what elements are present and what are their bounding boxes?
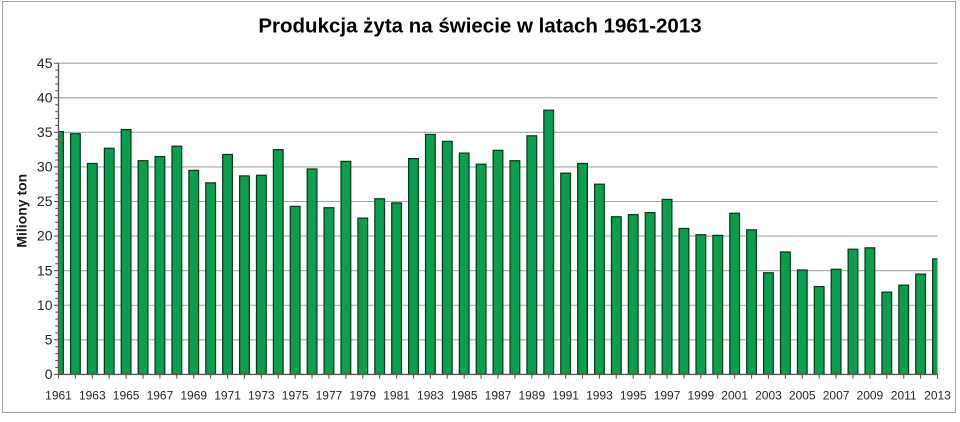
svg-text:2001: 2001 [721, 389, 748, 403]
svg-text:35: 35 [37, 124, 53, 140]
svg-text:Produkcja żyta na świecie w la: Produkcja żyta na świecie w latach 1961-… [258, 15, 701, 38]
svg-text:1999: 1999 [687, 389, 714, 403]
svg-text:1961: 1961 [45, 389, 72, 403]
svg-text:1975: 1975 [282, 389, 309, 403]
svg-text:10: 10 [37, 297, 53, 313]
svg-text:1967: 1967 [147, 389, 174, 403]
svg-text:2011: 2011 [891, 389, 917, 403]
svg-text:2007: 2007 [823, 389, 850, 403]
svg-text:40: 40 [37, 89, 53, 105]
svg-text:1981: 1981 [383, 389, 410, 403]
svg-text:1969: 1969 [180, 389, 207, 403]
svg-text:1983: 1983 [417, 389, 444, 403]
svg-text:1997: 1997 [654, 389, 681, 403]
svg-text:1993: 1993 [586, 389, 613, 403]
svg-text:5: 5 [45, 331, 53, 347]
svg-text:1989: 1989 [518, 389, 545, 403]
svg-text:25: 25 [37, 193, 53, 209]
svg-text:2005: 2005 [789, 389, 816, 403]
svg-text:1965: 1965 [113, 389, 140, 403]
svg-text:0: 0 [45, 366, 53, 382]
svg-text:1977: 1977 [316, 389, 343, 403]
svg-text:15: 15 [37, 262, 53, 278]
svg-text:1971: 1971 [214, 389, 241, 403]
svg-text:2013: 2013 [924, 389, 951, 403]
svg-text:1973: 1973 [248, 389, 275, 403]
svg-text:1985: 1985 [451, 389, 478, 403]
svg-text:1963: 1963 [79, 389, 106, 403]
svg-text:45: 45 [37, 55, 53, 71]
svg-text:1995: 1995 [620, 389, 647, 403]
svg-text:1979: 1979 [349, 389, 376, 403]
svg-text:2003: 2003 [755, 389, 782, 403]
svg-text:30: 30 [37, 159, 53, 175]
svg-text:2009: 2009 [857, 389, 884, 403]
svg-text:1991: 1991 [552, 389, 579, 403]
svg-text:Miliony ton: Miliony ton [13, 174, 29, 248]
svg-text:1987: 1987 [485, 389, 512, 403]
svg-text:20: 20 [37, 228, 53, 244]
